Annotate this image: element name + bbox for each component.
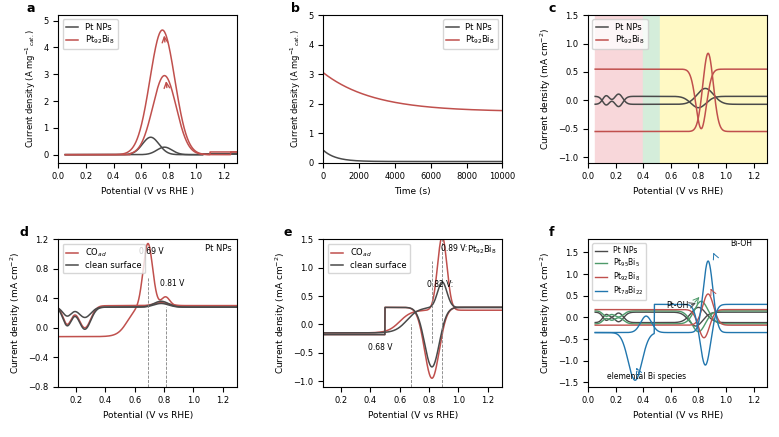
CO$_{ad}$ <box>54 334 63 339</box>
CO$_{ad}$ <box>77 334 86 339</box>
CO$_{ad}$ <box>343 330 352 336</box>
Line: CO$_{ad}$: CO$_{ad}$ <box>58 243 238 336</box>
CO$_{ad}$ <box>379 329 389 334</box>
clean surface <box>80 315 90 320</box>
CO$_{ad}$ <box>148 265 157 271</box>
CO$_{ad}$ <box>143 241 153 246</box>
CO$_{ad}$ <box>397 318 406 323</box>
clean surface <box>413 309 422 314</box>
CO$_{ad}$ <box>417 308 426 313</box>
CO$_{ad}$ <box>132 305 141 310</box>
clean surface <box>438 279 447 284</box>
clean surface <box>319 330 328 336</box>
Y-axis label: Current density (mA cm$^{-2}$): Current density (mA cm$^{-2}$) <box>9 252 23 374</box>
CO$_{ad}$ <box>349 330 358 336</box>
X-axis label: Potential (V vs RHE ): Potential (V vs RHE ) <box>101 187 195 196</box>
Text: 0.82 V:: 0.82 V: <box>427 280 453 288</box>
Line: clean surface: clean surface <box>323 282 502 333</box>
CO$_{ad}$ <box>438 234 447 239</box>
Y-axis label: Current density (A mg$^{-1}$$_{cat.}$): Current density (A mg$^{-1}$$_{cat.}$) <box>23 30 37 149</box>
Text: c: c <box>549 2 556 15</box>
CO$_{ad}$ <box>498 308 507 313</box>
Legend: Pt NPs, Pt$_{95}$Bi$_5$, Pt$_{92}$Bi$_8$, Pt$_{78}$Bi$_{22}$: Pt NPs, Pt$_{95}$Bi$_5$, Pt$_{92}$Bi$_8$… <box>592 243 647 300</box>
Text: Bi-OH: Bi-OH <box>730 239 753 248</box>
Line: CO$_{ad}$: CO$_{ad}$ <box>323 236 502 333</box>
Legend: Pt NPs, Pt$_{92}$Bi$_8$: Pt NPs, Pt$_{92}$Bi$_8$ <box>62 20 118 49</box>
clean surface <box>132 305 141 310</box>
clean surface <box>498 305 507 310</box>
Bar <box>660 15 767 163</box>
CO$_{ad}$ <box>319 330 328 336</box>
Text: e: e <box>284 226 292 239</box>
Bar <box>595 15 643 163</box>
clean surface <box>397 323 406 329</box>
Y-axis label: Current density (mA cm$^{-2}$): Current density (mA cm$^{-2}$) <box>538 28 553 150</box>
CO$_{ad}$ <box>84 334 93 339</box>
Legend: Pt NPs, Pt$_{92}$Bi$_8$: Pt NPs, Pt$_{92}$Bi$_8$ <box>593 20 648 49</box>
Legend: Pt NPs, Pt$_{92}$Bi$_8$: Pt NPs, Pt$_{92}$Bi$_8$ <box>442 20 499 49</box>
Bar <box>643 15 660 163</box>
clean surface <box>84 313 93 318</box>
X-axis label: Potential (V vs RHE): Potential (V vs RHE) <box>103 411 193 420</box>
clean surface <box>349 330 358 336</box>
Line: clean surface: clean surface <box>58 301 238 317</box>
Text: 0.81 V: 0.81 V <box>160 279 185 288</box>
Y-axis label: Current density (mA cm$^{-2}$): Current density (mA cm$^{-2}$) <box>538 252 553 374</box>
clean surface <box>343 330 352 336</box>
X-axis label: Potential (V vs RHE): Potential (V vs RHE) <box>633 411 723 420</box>
clean surface <box>157 298 166 304</box>
Text: Pt$_{92}$Bi$_8$: Pt$_{92}$Bi$_8$ <box>467 244 497 256</box>
clean surface <box>379 330 389 335</box>
clean surface <box>115 305 124 310</box>
Text: 0.89 V:: 0.89 V: <box>441 244 467 253</box>
Text: Pt NPs: Pt NPs <box>206 244 232 253</box>
clean surface <box>77 314 86 319</box>
clean surface <box>152 300 161 305</box>
clean surface <box>417 307 426 312</box>
Y-axis label: Current density (mA cm$^{-2}$): Current density (mA cm$^{-2}$) <box>273 252 288 374</box>
Text: b: b <box>291 2 300 15</box>
Text: 0.69 V: 0.69 V <box>139 247 164 256</box>
Text: d: d <box>19 226 28 239</box>
clean surface <box>233 305 242 310</box>
Text: a: a <box>26 2 35 15</box>
X-axis label: Potential (V vs RHE): Potential (V vs RHE) <box>633 187 723 196</box>
Text: f: f <box>549 226 555 239</box>
CO$_{ad}$ <box>233 303 242 308</box>
CO$_{ad}$ <box>152 290 161 295</box>
Legend: CO$_{ad}$, clean surface: CO$_{ad}$, clean surface <box>327 243 410 274</box>
X-axis label: Potential (V vs RHE): Potential (V vs RHE) <box>368 411 458 420</box>
X-axis label: Time (s): Time (s) <box>394 187 432 196</box>
Text: elemental Bi species: elemental Bi species <box>607 372 686 381</box>
clean surface <box>148 302 157 307</box>
Y-axis label: Current density (A mg$^{-1}$$_{cat.}$): Current density (A mg$^{-1}$$_{cat.}$) <box>288 30 303 149</box>
Text: Pt-OH: Pt-OH <box>667 301 689 310</box>
Text: 0.68 V: 0.68 V <box>368 343 393 352</box>
Legend: CO$_{ad}$, clean surface: CO$_{ad}$, clean surface <box>62 243 145 274</box>
clean surface <box>54 306 63 311</box>
CO$_{ad}$ <box>413 309 422 314</box>
CO$_{ad}$ <box>114 329 123 335</box>
